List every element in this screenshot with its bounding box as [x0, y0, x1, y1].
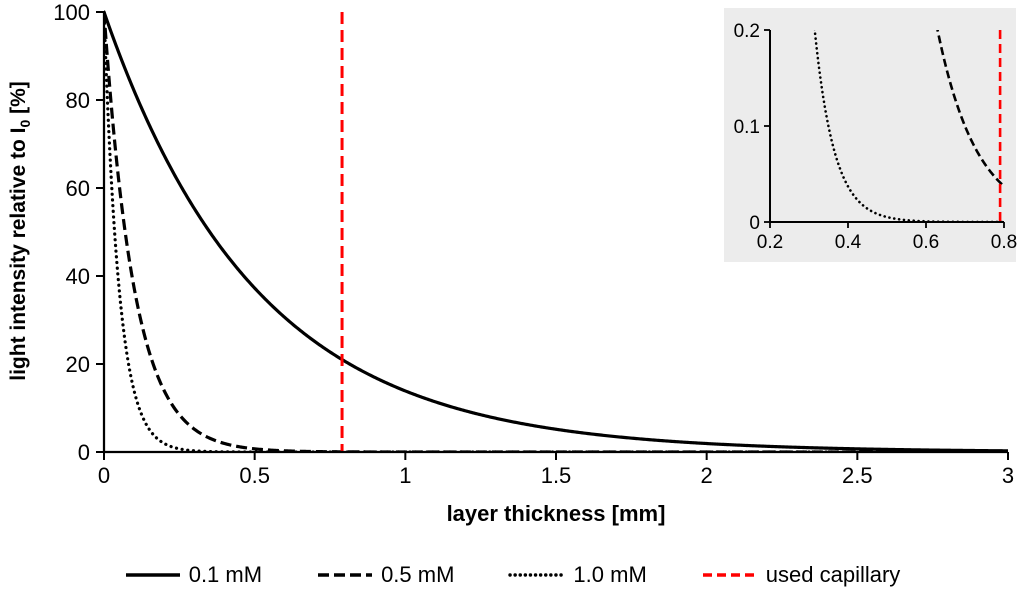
y-tick-label: 0: [78, 440, 90, 465]
legend-label: 1.0 mM: [573, 562, 647, 587]
y-axis-title: light intensity relative to I0 [%]: [7, 81, 33, 381]
curve-0.1-mM: [104, 11, 1008, 453]
x-tick-label: 1.5: [541, 463, 572, 488]
inset-y-tick-label: 0.2: [734, 21, 760, 42]
legend-dashed-line-icon: [318, 573, 373, 577]
inset-y-tick-label: 0: [749, 213, 760, 234]
x-tick-label: 3: [1002, 463, 1014, 488]
inset-x-tick-label: 0.6: [913, 232, 939, 253]
y-tick-label: 40: [66, 264, 90, 289]
x-axis-title: layer thickness [mm]: [446, 501, 666, 526]
legend-solid-line-icon: [125, 573, 180, 577]
legend-label: 0.1 mM: [188, 562, 263, 587]
legend-item-1-0mM: 1.0 mM: [508, 562, 647, 588]
y-axis-title-text: light intensity relative to I: [6, 127, 30, 381]
legend-label: used capillary: [765, 562, 901, 587]
y-tick-label: 60: [66, 176, 90, 201]
y-axis-title-units: [%]: [6, 81, 30, 120]
legend-item-used-capillary: used capillary: [701, 562, 901, 588]
inset-y-tick-label: 0.1: [734, 117, 760, 138]
x-tick-label: 0: [98, 463, 110, 488]
legend-red-dashed-line-icon: [702, 573, 757, 577]
x-tick-label: 1: [399, 463, 411, 488]
y-tick-label: 80: [66, 88, 90, 113]
legend-item-0-5mM: 0.5 mM: [316, 562, 454, 588]
inset-panel: [724, 8, 1016, 262]
inset-x-tick-label: 0.2: [757, 232, 783, 253]
inset-x-tick-label: 0.4: [835, 232, 862, 253]
x-tick-label: 2.5: [842, 463, 873, 488]
inset-x-tick-label: 0.8: [991, 232, 1017, 253]
x-tick-label: 2: [701, 463, 713, 488]
legend-item-0-1mM: 0.1 mM: [124, 562, 262, 588]
legend-label: 0.5 mM: [381, 562, 455, 587]
y-tick-label: 100: [53, 0, 90, 25]
legend-dotted-line-icon: [508, 573, 567, 577]
y-axis-title-subscript: 0: [17, 119, 34, 128]
y-tick-label: 20: [66, 352, 90, 377]
legend: 0.1 mM 0.5 mM 1.0 mM used capillary: [0, 562, 1024, 588]
x-tick-label: 0.5: [239, 463, 270, 488]
